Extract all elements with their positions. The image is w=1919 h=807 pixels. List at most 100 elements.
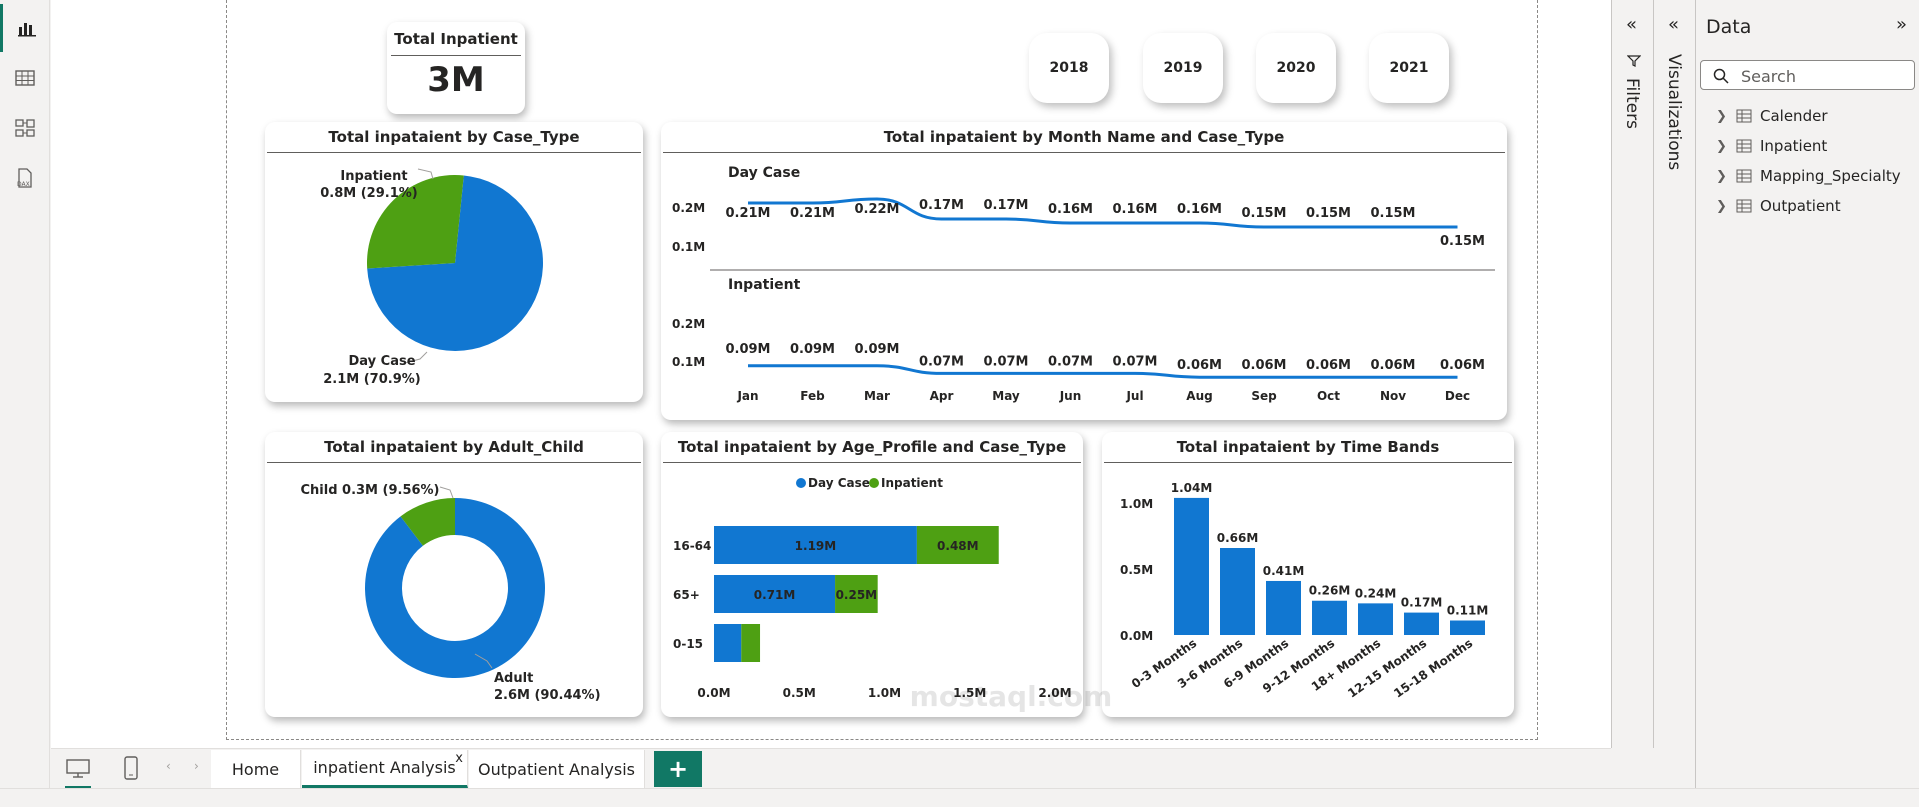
x-tick-may: May xyxy=(992,389,1020,403)
x-tick-oct: Oct xyxy=(1317,389,1340,403)
bar-65+-inpatient[interactable] xyxy=(835,575,878,613)
x-tick-15-18-months: 15-18 Months xyxy=(1391,636,1475,701)
table-name: Calender xyxy=(1760,107,1828,125)
column-12-15-months[interactable] xyxy=(1404,612,1439,635)
tab-outpatient-analysis[interactable]: Outpatient Analysis xyxy=(469,750,645,788)
age-profile-bar-card[interactable]: Total inpataient by Age_Profile and Case… xyxy=(661,432,1083,717)
tab-inpatient-analysis[interactable]: inpatient Analysis x xyxy=(302,750,468,788)
bar-65+-day-case[interactable] xyxy=(714,575,836,613)
column-18+-months[interactable] xyxy=(1358,603,1393,635)
x-tick-jun: Jun xyxy=(1059,389,1082,403)
column-9-12-months[interactable] xyxy=(1312,600,1347,635)
search-icon xyxy=(1713,68,1729,84)
table-item-outpatient[interactable]: ❯ Outpatient xyxy=(1716,194,1841,218)
chevron-right-icon[interactable]: ❯ xyxy=(1716,198,1727,214)
data-label-inpatient-jan: 0.09M xyxy=(725,342,770,357)
y-tick-lower-0.1: 0.1M xyxy=(672,355,705,369)
scroll-tabs-right-icon[interactable]: › xyxy=(194,759,199,773)
bar-0-15-day-case[interactable] xyxy=(714,624,742,662)
report-view-icon[interactable] xyxy=(0,4,50,52)
x-tick-apr: Apr xyxy=(930,389,954,403)
model-view-icon[interactable] xyxy=(0,104,50,152)
x-tick-12-15-months: 12-15 Months xyxy=(1345,636,1429,701)
column-0-3-months[interactable] xyxy=(1174,497,1209,635)
visualizations-pane[interactable]: « Visualizations xyxy=(1653,0,1695,748)
year-button-2020[interactable]: 2020 xyxy=(1256,33,1336,103)
pie-inpatient-label: Inpatient xyxy=(340,169,407,184)
pie-daycase-value: 2.1M (70.9%) xyxy=(323,372,420,387)
dax-query-view-icon[interactable]: DAX xyxy=(0,154,50,202)
y-tick-0-15: 0-15 xyxy=(673,637,703,651)
x-tick-jan: Jan xyxy=(736,389,758,403)
report-page: Total Inpatient 3M 2018 2019 2020 2021 T… xyxy=(226,0,1538,740)
data-label-inpatient-feb: 0.09M xyxy=(790,342,835,357)
table-item-inpatient[interactable]: ❯ Inpatient xyxy=(1716,134,1827,158)
desktop-layout-indicator xyxy=(65,786,91,788)
donut-slice-child[interactable] xyxy=(400,498,455,546)
collapse-data-pane-icon[interactable]: » xyxy=(1896,14,1908,35)
data-label-inpatient-sep: 0.06M xyxy=(1241,358,1286,373)
column-6-9-months[interactable] xyxy=(1266,580,1301,635)
column-label-18+-months: 0.24M xyxy=(1355,586,1397,600)
x-tick-aug: Aug xyxy=(1186,389,1212,403)
data-search-input[interactable]: Search xyxy=(1700,60,1915,90)
chevron-right-icon[interactable]: ❯ xyxy=(1716,108,1727,124)
expand-visualizations-icon[interactable]: « xyxy=(1668,14,1680,35)
time-bands-bar-card[interactable]: Total inpataient by Time Bands 1.0M 0.5M 0… xyxy=(1102,432,1514,717)
donut-child-label: Child 0.3M (9.56%) xyxy=(300,483,439,498)
y-tick-lower-0.2: 0.2M xyxy=(672,317,705,331)
mobile-layout-icon[interactable] xyxy=(123,756,139,780)
year-button-2021[interactable]: 2021 xyxy=(1369,33,1449,103)
desktop-layout-icon[interactable] xyxy=(65,758,91,780)
close-tab-icon[interactable]: x xyxy=(455,751,463,766)
case-type-pie-card[interactable]: Total inpataient by Case_Type Inpatient … xyxy=(265,122,643,402)
data-label-inpatient-aug: 0.06M xyxy=(1177,358,1222,373)
month-line-title: Total inpataient by Month Name and Case_… xyxy=(883,128,1285,146)
donut-adult-label: Adult xyxy=(494,671,533,686)
x-tick-nov: Nov xyxy=(1380,389,1406,403)
bar-0-15-inpatient[interactable] xyxy=(741,624,761,662)
table-item-mapping-specialty[interactable]: ❯ Mapping_Specialty xyxy=(1716,164,1901,188)
bar-16-64-inpatient[interactable] xyxy=(916,526,999,564)
data-label-day-case-feb: 0.21M xyxy=(790,206,835,221)
adult-child-donut-card[interactable]: Total inpataient by Adult_Child Child 0.… xyxy=(265,432,643,717)
month-line-card[interactable]: Total inpataient by Month Name and Case_… xyxy=(661,122,1507,420)
table-view-icon[interactable] xyxy=(0,54,50,102)
year-button-2019[interactable]: 2019 xyxy=(1143,33,1223,103)
filters-pane[interactable]: « Filters xyxy=(1611,0,1653,748)
x-tick-1.0M: 1.0M xyxy=(868,686,901,700)
scroll-tabs-left-icon[interactable]: ‹ xyxy=(166,759,171,773)
chevron-right-icon[interactable]: ❯ xyxy=(1716,138,1727,154)
year-button-2018[interactable]: 2018 xyxy=(1029,33,1109,103)
tab-home[interactable]: Home xyxy=(211,750,301,788)
visualizations-pane-label[interactable]: Visualizations xyxy=(1664,54,1684,171)
expand-filters-icon[interactable]: « xyxy=(1626,14,1638,35)
pie-slice-day-case[interactable] xyxy=(367,175,543,351)
data-label-inpatient-oct: 0.06M xyxy=(1306,358,1351,373)
donut-adult-value: 2.6M (90.44%) xyxy=(494,688,601,703)
chevron-right-icon[interactable]: ❯ xyxy=(1716,168,1727,184)
legend-inpatient-label: Inpatient xyxy=(881,476,943,490)
column-15-18-months[interactable] xyxy=(1450,620,1485,636)
data-label-inpatient-jul: 0.07M xyxy=(1112,354,1157,369)
table-name: Inpatient xyxy=(1760,137,1828,155)
line-series-day-case[interactable] xyxy=(748,197,1458,229)
bar-16-64-day-case[interactable] xyxy=(714,526,917,564)
table-item-calender[interactable]: ❯ Calender xyxy=(1716,104,1828,128)
filters-pane-label[interactable]: Filters xyxy=(1622,78,1642,129)
column-label-12-15-months: 0.17M xyxy=(1401,596,1443,610)
table-icon xyxy=(1736,169,1752,183)
add-page-button[interactable]: + xyxy=(654,751,702,787)
pie-slice-inpatient[interactable] xyxy=(367,175,464,269)
bar-label-16-64-inpatient: 0.48M xyxy=(937,539,979,553)
y-tick-upper-0.2: 0.2M xyxy=(672,201,705,215)
donut-slice-adult[interactable] xyxy=(365,498,545,678)
time-bands-bar-title: Total inpataient by Time Bands xyxy=(1176,438,1440,456)
kpi-card[interactable]: Total Inpatient 3M xyxy=(387,22,525,114)
table-name: Outpatient xyxy=(1760,197,1841,215)
line-series-inpatient[interactable] xyxy=(748,364,1458,379)
column-3-6-months[interactable] xyxy=(1220,548,1255,635)
tab-label: inpatient Analysis xyxy=(313,758,456,777)
